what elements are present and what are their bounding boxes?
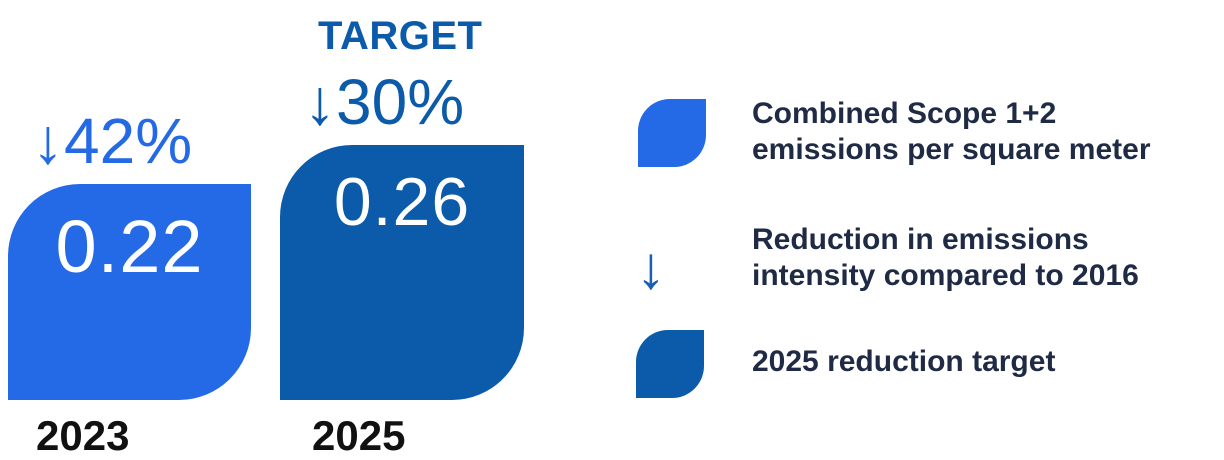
target-label: TARGET — [318, 14, 483, 58]
bar-2025: 0.26 — [280, 145, 524, 400]
legend-text-line: Reduction in emissions — [752, 223, 1089, 256]
bar-value-2023: 0.22 — [55, 205, 204, 288]
legend-text-line: intensity compared to 2016 — [752, 259, 1139, 292]
reduction-value-2025: 30% — [336, 66, 465, 138]
legend-swatch-actual — [638, 99, 706, 167]
emissions-chart: 0.22 ↓42% 2023 TARGET ↓30% 0.26 2025 — [0, 0, 600, 459]
legend: Combined Scope 1+2 emissions per square … — [600, 0, 1224, 452]
legend-swatch-target — [636, 330, 704, 398]
legend-text-line: 2025 reduction target — [752, 345, 1056, 378]
down-arrow-icon: ↓ — [32, 105, 64, 177]
down-arrow-icon: ↓ — [304, 66, 336, 138]
bar-value-2025: 0.26 — [333, 164, 471, 240]
legend-item-reduction: Reduction in emissions intensity compare… — [752, 222, 1139, 294]
bar-2023: 0.22 — [8, 184, 251, 400]
legend-item-target: 2025 reduction target — [752, 344, 1055, 380]
legend-text-line: emissions per square meter — [752, 133, 1151, 166]
year-label-2023: 2023 — [36, 412, 130, 459]
down-arrow-icon: ↓ — [636, 234, 666, 301]
reduction-2025: ↓30% — [304, 65, 464, 139]
reduction-2023: ↓42% — [32, 104, 192, 178]
year-label-2025: 2025 — [312, 412, 406, 459]
reduction-value-2023: 42% — [64, 105, 193, 177]
legend-item-emissions: Combined Scope 1+2 emissions per square … — [752, 96, 1151, 168]
legend-text-line: Combined Scope 1+2 — [752, 97, 1057, 130]
